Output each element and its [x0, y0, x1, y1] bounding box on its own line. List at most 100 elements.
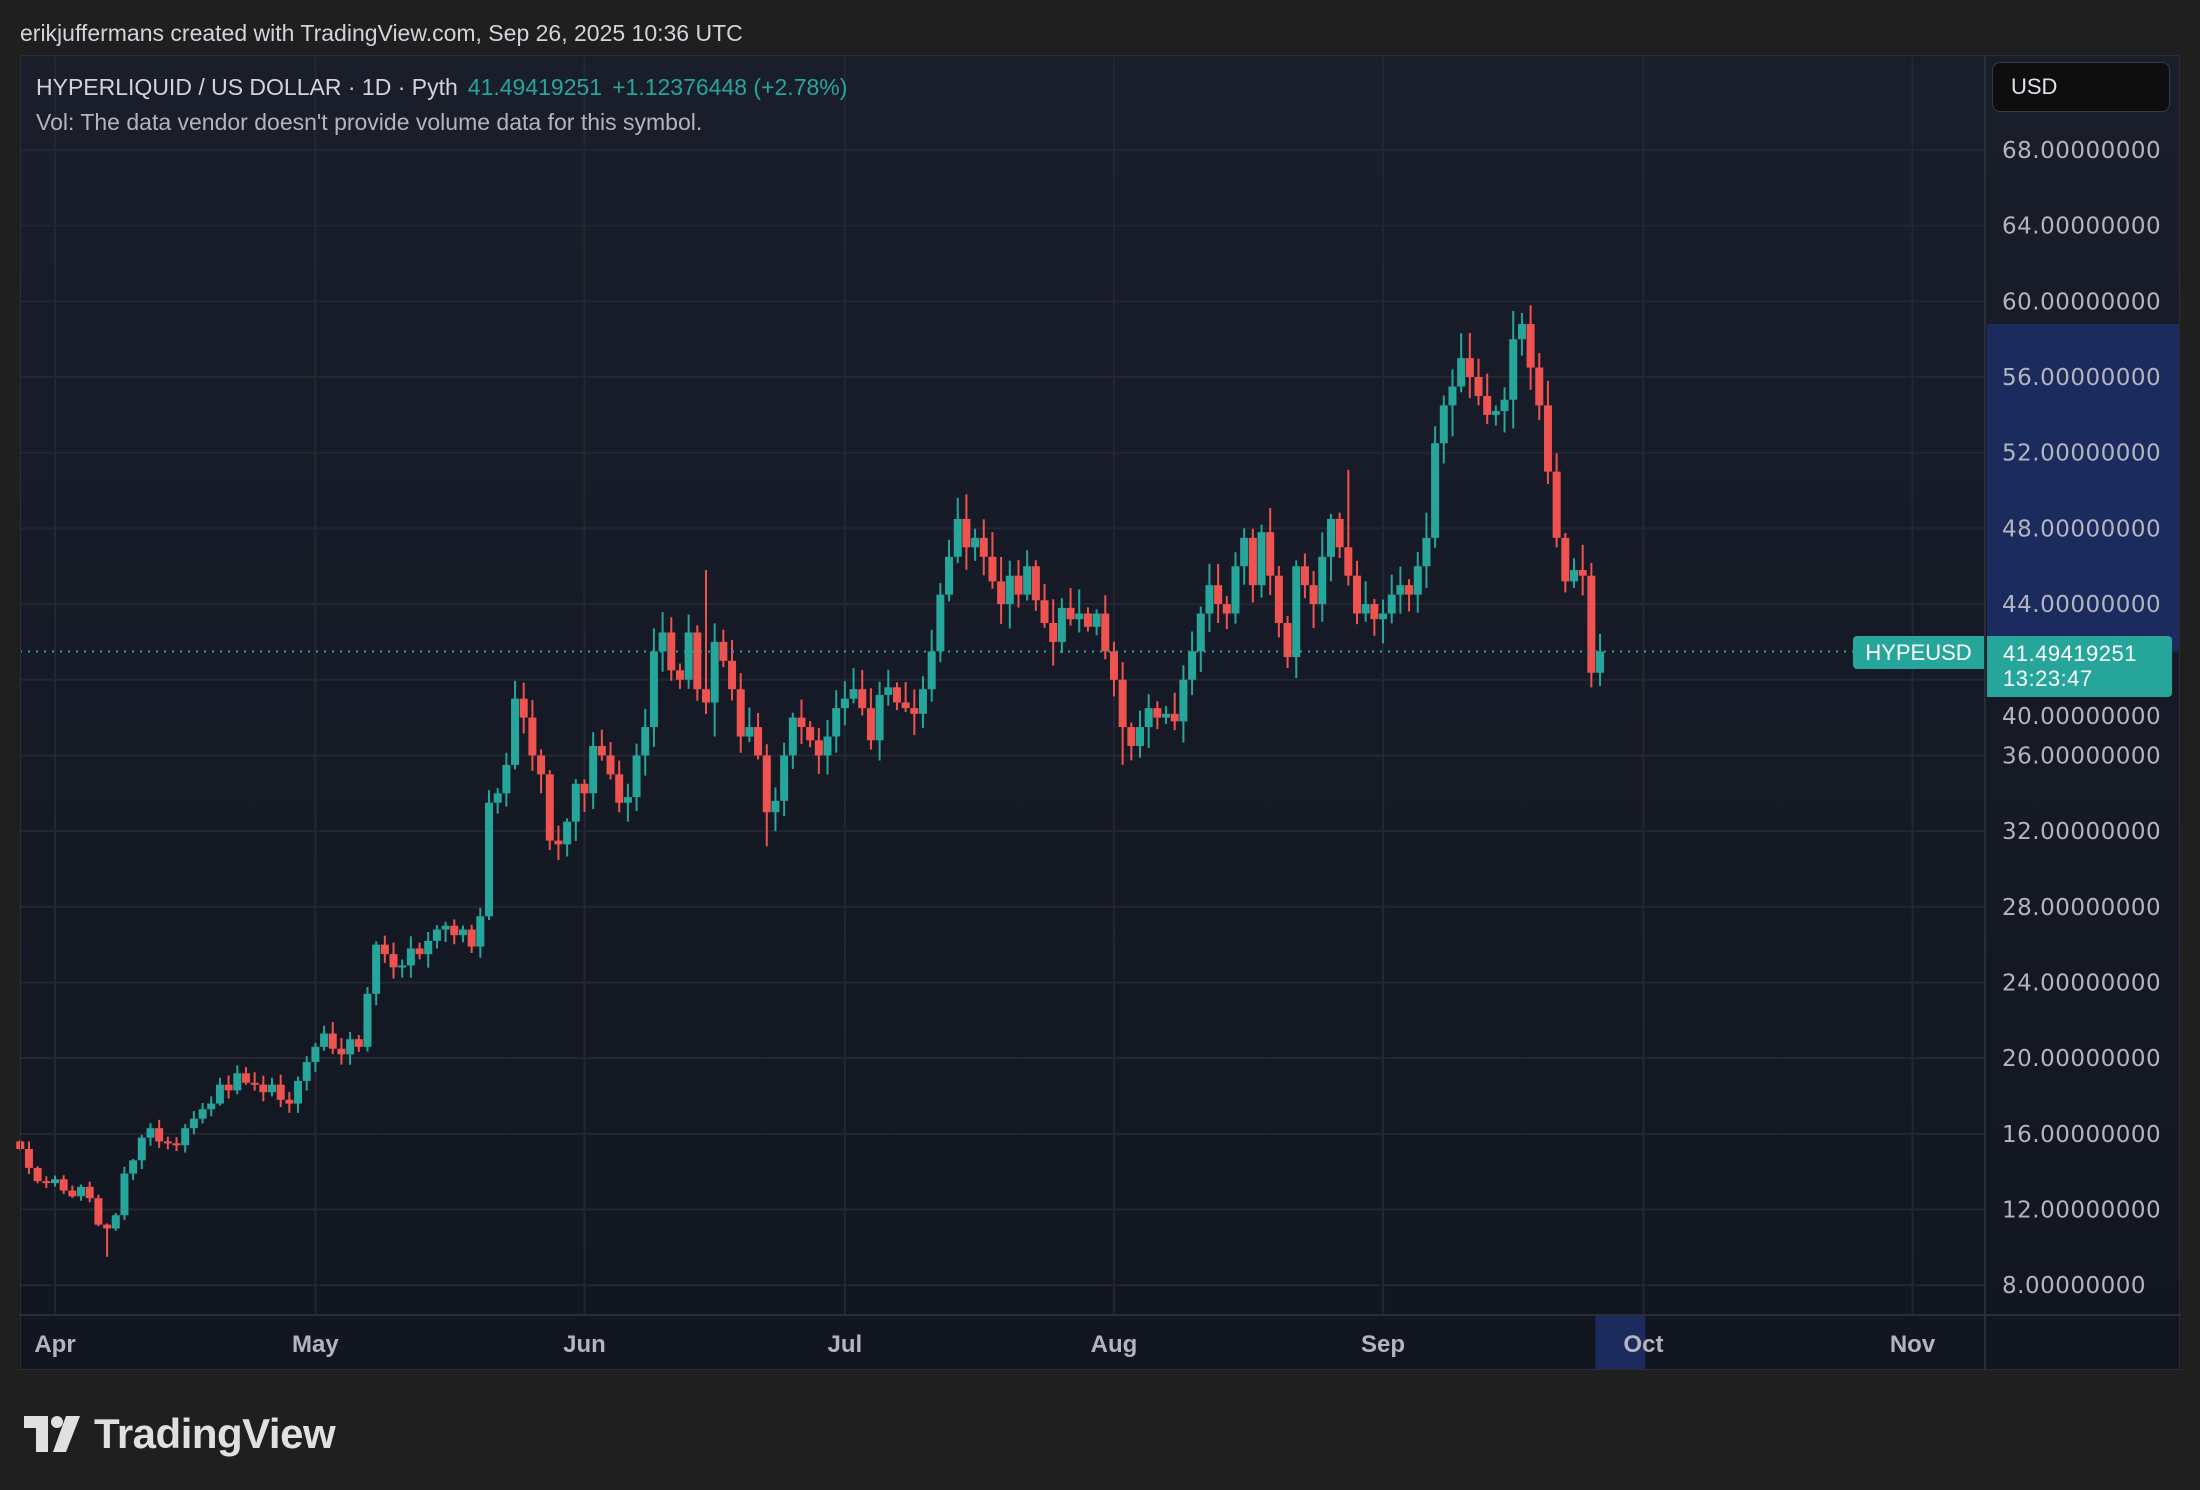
candle-up: [780, 742, 789, 817]
candle-down: [68, 1185, 77, 1198]
candle-body: [337, 1048, 346, 1055]
candle-body: [832, 708, 841, 737]
candle-up: [1596, 633, 1605, 686]
candle-body: [441, 925, 450, 930]
candle-body: [1136, 727, 1144, 746]
candle-body: [1292, 566, 1301, 658]
price-axis[interactable]: 8.00000000 12.00000000 16.00000000 20.00000…: [2002, 138, 2161, 1299]
candle-body: [1023, 566, 1032, 595]
candle-down: [1465, 333, 1474, 399]
candle-down: [1335, 512, 1344, 559]
candle-down: [1543, 380, 1552, 484]
candle-body: [276, 1084, 285, 1100]
candle-body: [163, 1141, 172, 1144]
candle-down: [1353, 560, 1361, 625]
candle-body: [224, 1084, 233, 1091]
candle-down: [1153, 701, 1162, 730]
candle-down: [736, 673, 745, 753]
candle-up: [111, 1213, 120, 1231]
candle-up: [1439, 395, 1448, 464]
time-axis[interactable]: Apr May Jun Jul Aug Sep Oct Nov: [34, 1331, 1936, 1358]
price-tick-label: 52.00000000: [2002, 441, 2161, 467]
candle-up: [215, 1077, 224, 1106]
candle-body: [1509, 339, 1518, 400]
candle-body: [1240, 537, 1249, 567]
candle-body: [702, 689, 710, 703]
candle-body: [754, 727, 763, 756]
price-tick-label: 40.00000000: [2002, 704, 2161, 730]
candle-body: [328, 1033, 337, 1049]
candle-down: [1283, 615, 1292, 669]
candle-down: [866, 688, 875, 750]
candle-body: [285, 1099, 294, 1104]
candle-body: [589, 745, 598, 794]
candle-up: [971, 528, 980, 561]
candle-body: [554, 840, 563, 845]
candle-down: [1474, 358, 1483, 406]
candle-body: [1222, 604, 1231, 614]
candle-body: [1535, 367, 1544, 406]
candle-down: [1344, 469, 1353, 586]
candle-up: [1292, 560, 1301, 678]
candle-up: [1396, 566, 1405, 614]
candle-up: [432, 925, 441, 949]
candle-up: [953, 497, 962, 564]
candle-body: [1405, 585, 1414, 595]
price-tick-label: 8.00000000: [2002, 1273, 2146, 1299]
candle-up: [936, 583, 945, 663]
candle-body: [458, 929, 467, 936]
candle-body: [910, 708, 919, 714]
tradingview-logo[interactable]: TradingView: [24, 1410, 336, 1458]
candle-up: [129, 1158, 138, 1181]
candle-body: [120, 1173, 129, 1216]
candle-up: [1057, 598, 1066, 654]
price-tick-label: 56.00000000: [2002, 365, 2161, 391]
currency-button[interactable]: USD: [1992, 62, 2170, 112]
candle-body: [1283, 623, 1292, 658]
candle-body: [858, 689, 867, 709]
candle-up: [919, 676, 927, 728]
candle-up: [1092, 609, 1101, 636]
candle-body: [1326, 518, 1335, 557]
candle-body: [51, 1179, 59, 1184]
candle-body: [597, 745, 606, 756]
price-tick-label: 68.00000000: [2002, 138, 2161, 164]
candle-up: [1491, 405, 1500, 426]
candle-down: [797, 699, 806, 745]
candle-body: [840, 698, 849, 709]
candle-body: [1092, 613, 1101, 627]
candle-body: [1083, 613, 1092, 627]
candle-down: [675, 663, 684, 689]
candle-down: [988, 532, 997, 589]
candle-up: [945, 539, 954, 602]
candle-body: [311, 1046, 320, 1062]
candle-down: [241, 1067, 250, 1085]
candle-down: [537, 749, 546, 794]
candle-up: [875, 681, 884, 761]
candle-body: [780, 755, 789, 801]
candle-body: [623, 797, 632, 803]
candle-body: [1127, 727, 1136, 746]
candle-up: [311, 1042, 320, 1072]
candle-body: [1214, 585, 1223, 605]
candle-up: [1005, 560, 1014, 629]
time-tick-label: Aug: [1091, 1331, 1138, 1358]
candle-up: [1509, 310, 1518, 429]
candle-body: [207, 1103, 216, 1110]
price-tick-label: 20.00000000: [2002, 1046, 2161, 1072]
candle-body: [1543, 405, 1552, 472]
candle-body: [354, 1039, 363, 1047]
candle-down: [1309, 570, 1318, 629]
candle-body: [1031, 566, 1040, 601]
candle-body: [771, 800, 780, 813]
candle-body: [268, 1084, 276, 1093]
candle-body: [233, 1073, 242, 1091]
candle-body: [1587, 575, 1596, 673]
candle-body: [1248, 537, 1257, 586]
symbol-legend[interactable]: HYPERLIQUID / US DOLLAR · 1D · Pyth 41.49…: [36, 74, 847, 101]
chart-background: [20, 55, 2180, 1370]
candle-up: [884, 669, 893, 706]
candle-body: [736, 689, 745, 737]
candle-body: [641, 727, 650, 756]
